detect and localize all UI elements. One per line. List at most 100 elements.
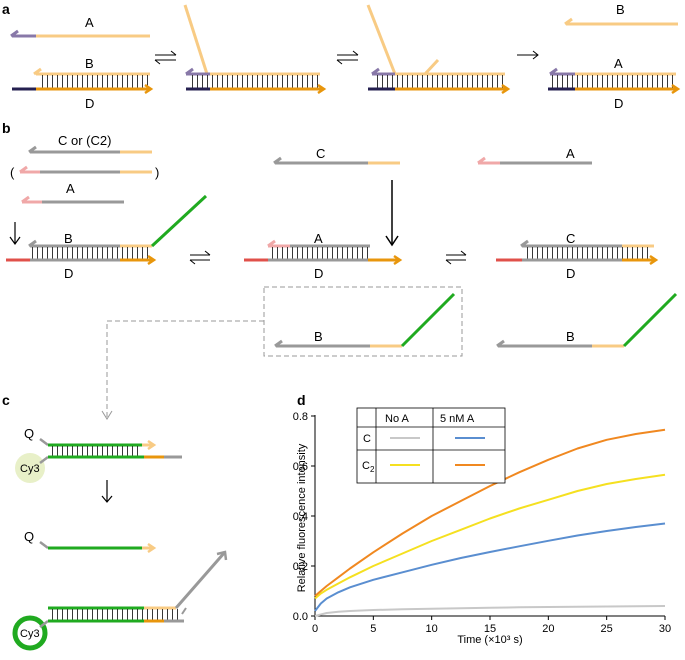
y-tick-label: 0.0 [293, 611, 308, 623]
panel-b-right: A C D B [477, 146, 678, 348]
cy3-dye-bright [12, 615, 48, 651]
strand-label-a: A [314, 231, 323, 246]
series-line-c-no-a [314, 605, 666, 617]
strand-label-d: D [566, 266, 575, 281]
equilibrium-arrow-b1 [189, 250, 211, 265]
arrowhead [28, 239, 37, 248]
arrowhead [564, 17, 573, 26]
base-pairs [270, 247, 370, 259]
panel-a-state-3 [366, 4, 511, 95]
strand-a-arrowhead [10, 29, 19, 38]
strand-b-displaced [366, 4, 397, 75]
arrowhead [477, 156, 486, 165]
panel-label-d: d [297, 392, 306, 408]
arrowhead [19, 165, 28, 174]
arrowhead [147, 254, 157, 266]
paren-open: ( [10, 165, 15, 180]
strand-label-d: D [64, 266, 73, 281]
cy3-label-2: Cy3 [20, 628, 40, 640]
arrowhead [371, 67, 380, 76]
connector-arrowhead [101, 410, 113, 420]
strand-b-end [423, 58, 440, 76]
x-tick-label: 25 [601, 623, 613, 635]
strand-b-green-tail [400, 292, 456, 348]
legend-box [356, 407, 506, 484]
y-tick-label: 0.6 [293, 461, 308, 473]
arrowhead [185, 67, 194, 76]
x-tick-label: 5 [370, 623, 376, 635]
strand-label-b: B [85, 56, 94, 71]
base-pairs [524, 247, 652, 259]
panel-b-left: C or (C2) ( ) A B [6, 133, 208, 281]
strand-b-green-tail [622, 292, 678, 348]
quencher-linker [39, 438, 49, 446]
y-tick-label: 0.4 [293, 511, 308, 523]
legend-col-no-a: No A [385, 413, 410, 425]
forward-arrow [517, 50, 539, 60]
cy3-dye [15, 453, 45, 483]
chart-series [314, 428, 666, 617]
quencher-label: Q [24, 426, 34, 441]
arrowhead [21, 195, 30, 204]
strand-label-d: D [314, 266, 323, 281]
y-ticks: 0.0 0.2 0.4 0.6 0.8 [293, 411, 315, 623]
series-line-c-5-nm-a [314, 522, 666, 612]
series-line-c2-no-a [314, 473, 666, 600]
x-tick-label: 20 [542, 623, 554, 635]
y-tick-label: 0.8 [293, 411, 308, 423]
legend-row-c2: C2 [362, 460, 375, 474]
base-pairs [50, 446, 142, 457]
strand-label-a: A [614, 56, 623, 71]
paren-close: ) [155, 165, 159, 180]
base-pairs [188, 75, 320, 88]
panel-a: A B D [10, 2, 681, 111]
arrowhead [181, 607, 187, 615]
arrowhead [28, 145, 37, 154]
cy3-label: Cy3 [20, 463, 40, 475]
base-pairs [50, 609, 182, 620]
panel-b: C or (C2) ( ) A B [6, 133, 678, 420]
panel-label-c: c [2, 392, 10, 408]
x-tick-label: 10 [426, 623, 438, 635]
legend-col-5nm-a: 5 nM A [440, 413, 475, 425]
panel-d-chart: 0.0 0.2 0.4 0.6 0.8 0 5 10 15 20 25 30 Relative fl… [293, 407, 671, 646]
dye-linker [39, 456, 49, 464]
legend: No A 5 nM A C C2 [356, 407, 506, 484]
strand-d-arrowhead [144, 83, 154, 95]
panel-a-state-4: B A D [548, 2, 681, 111]
y-tick-label: 0.2 [293, 561, 308, 573]
panel-a-state-1: A B D [10, 15, 154, 111]
dashed-connector [106, 320, 264, 418]
arrowhead [273, 156, 282, 165]
strand-label-b-released: B [566, 329, 575, 344]
strand-label-a: A [85, 15, 94, 30]
arrowhead [147, 542, 157, 554]
arrowhead [393, 254, 403, 266]
arrowhead [671, 83, 681, 95]
strand-label-d: D [614, 96, 623, 111]
down-arrow [9, 222, 21, 246]
strand-label-a: A [566, 146, 575, 161]
strand-label-c: C [566, 231, 575, 246]
panel-a-state-2 [183, 4, 327, 95]
arrowhead [549, 67, 558, 76]
equilibrium-arrow-b2 [445, 250, 467, 265]
strand-b-green-tail [150, 194, 208, 248]
base-pairs [32, 247, 150, 259]
series-line-c2-5-nm-a [314, 428, 666, 597]
gray-tail [174, 551, 227, 609]
down-arrow [385, 180, 399, 247]
base-pairs [38, 75, 148, 88]
y-axis-label: Relative fluorescence intensity [296, 443, 308, 592]
arrowhead [520, 239, 529, 248]
x-tick-label: 15 [484, 623, 496, 635]
base-pairs [552, 75, 676, 88]
arrowhead [317, 83, 327, 95]
quencher-label-2: Q [24, 529, 34, 544]
strand-label-b-released: B [314, 329, 323, 344]
arrowhead [267, 239, 276, 248]
dye-linker [39, 620, 49, 628]
strand-b-arrowhead [33, 67, 42, 76]
base-pairs [374, 75, 506, 88]
